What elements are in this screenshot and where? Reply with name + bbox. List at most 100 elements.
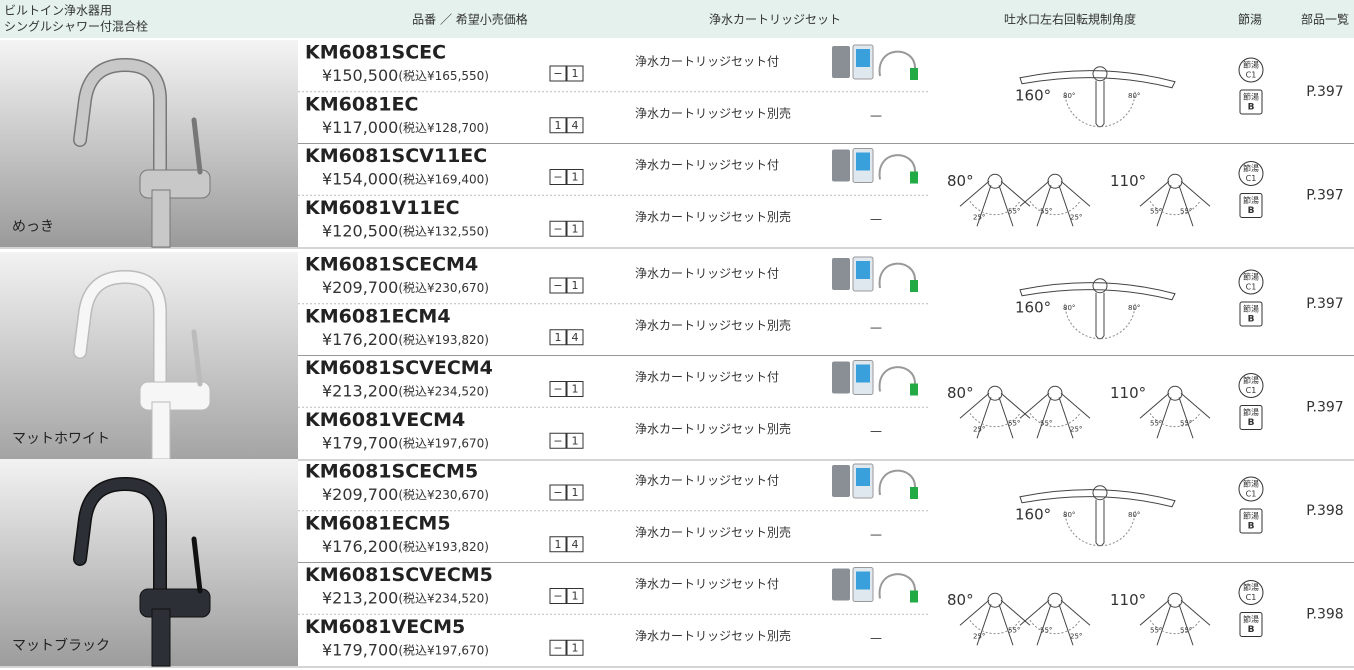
icon-label: 1 bbox=[572, 222, 579, 235]
setsuyu-badge bbox=[1238, 57, 1264, 83]
cartridge-text: 浄水カートリッジセット付 bbox=[635, 474, 779, 488]
angle-spout bbox=[1019, 70, 1176, 89]
angle-pivot bbox=[987, 592, 1003, 608]
angle-arc bbox=[1149, 619, 1201, 635]
price: ¥117,000(税込¥128,700) bbox=[322, 117, 489, 136]
setsuyu-text: B bbox=[1248, 625, 1255, 635]
product-code: KM6081SCECM4 bbox=[305, 254, 478, 276]
angle-label-small: 80° bbox=[1128, 92, 1140, 100]
angle-label: 110° bbox=[1110, 172, 1146, 190]
cartridge-dash: — bbox=[870, 424, 882, 438]
angle-label-small: 55° bbox=[1008, 207, 1020, 215]
cartridge-dash: — bbox=[870, 320, 882, 334]
angle-arm bbox=[1139, 599, 1211, 646]
cartridge-hose bbox=[878, 573, 916, 599]
faucet-lever bbox=[191, 536, 203, 594]
setsuyu-text: C1 bbox=[1246, 386, 1257, 395]
cartridge-tip bbox=[910, 487, 918, 499]
angle-pivot bbox=[1167, 173, 1183, 189]
product-code: KM6081ECM5 bbox=[305, 512, 451, 534]
icon-label: 1 bbox=[572, 383, 579, 396]
icon-label: 4 bbox=[572, 119, 579, 132]
price-tax: (税込¥197,670) bbox=[398, 643, 489, 657]
cartridge-dash: — bbox=[870, 212, 882, 226]
price-value: ¥120,500 bbox=[322, 221, 398, 240]
price-value: ¥179,700 bbox=[322, 433, 398, 452]
cartridge-tip bbox=[910, 590, 918, 603]
angle-arc bbox=[969, 412, 1021, 428]
cartridge-unit bbox=[832, 361, 850, 394]
setsuyu-badge bbox=[1239, 193, 1263, 218]
price-value: ¥176,200 bbox=[322, 329, 398, 348]
angle-arc bbox=[1149, 200, 1201, 216]
icon-label: − bbox=[553, 486, 562, 499]
price-tax: (税込¥197,670) bbox=[398, 436, 489, 450]
setsuyu-text: 節湯 bbox=[1243, 479, 1259, 489]
icon-label: 1 bbox=[572, 171, 579, 184]
setsuyu-badge bbox=[1239, 508, 1263, 534]
product-code: KM6081SCECM5 bbox=[305, 461, 478, 483]
icon-box bbox=[566, 117, 584, 134]
price-tax: (税込¥234,520) bbox=[398, 591, 489, 605]
angle-label-small: 55° bbox=[1180, 207, 1192, 215]
icon-label: − bbox=[553, 279, 562, 292]
cartridge-text: 浄水カートリッジセット別売 bbox=[635, 317, 791, 332]
angle-label: 160° bbox=[1015, 505, 1051, 523]
angle-label-small: 80° bbox=[1128, 304, 1140, 312]
icon-label: 1 bbox=[555, 119, 562, 132]
setsuyu-badge bbox=[1238, 373, 1264, 398]
angle-label-small: 80° bbox=[1063, 511, 1075, 519]
price-tax: (税込¥165,550) bbox=[398, 69, 489, 83]
angle-pivot bbox=[987, 173, 1003, 189]
setsuyu-text: B bbox=[1248, 315, 1255, 325]
price: ¥209,700(税込¥230,670) bbox=[322, 278, 489, 297]
cartridge-screen bbox=[856, 364, 870, 383]
icon-label: 1 bbox=[572, 67, 579, 80]
icon-box bbox=[566, 432, 584, 449]
setsuyu-text: B bbox=[1248, 103, 1255, 113]
setsuyu-text: 節湯 bbox=[1243, 163, 1259, 173]
angle-arc bbox=[1064, 303, 1136, 340]
icon-box bbox=[566, 65, 584, 82]
setsuyu-text: 節湯 bbox=[1243, 614, 1259, 624]
angle-label-small: 80° bbox=[1063, 304, 1075, 312]
price: ¥213,200(税込¥234,520) bbox=[322, 588, 489, 607]
setsuyu-text: 節湯 bbox=[1243, 92, 1259, 102]
page-ref: P.397 bbox=[1306, 399, 1343, 415]
cartridge-unit bbox=[832, 568, 850, 601]
cartridge-screen bbox=[856, 49, 870, 67]
angle-label-small: 55° bbox=[1150, 626, 1162, 634]
setsuyu-text: 節湯 bbox=[1243, 304, 1259, 314]
setsuyu-text: 節湯 bbox=[1243, 272, 1259, 282]
setsuyu-badge bbox=[1238, 580, 1264, 605]
angle-arc bbox=[969, 619, 1021, 635]
faucet-spout bbox=[74, 271, 166, 433]
setsuyu-badge bbox=[1238, 269, 1264, 295]
icon-box bbox=[566, 381, 584, 397]
price: ¥120,500(税込¥132,550) bbox=[322, 221, 489, 240]
angle-stem bbox=[1095, 499, 1105, 547]
setsuyu-text: 節湯 bbox=[1243, 375, 1259, 385]
cartridge-tip bbox=[910, 383, 918, 396]
icon-label: 1 bbox=[572, 279, 579, 292]
angle-label-small: 55° bbox=[1040, 626, 1052, 634]
angle-label-small: 25° bbox=[973, 632, 985, 640]
angle-arc bbox=[1029, 619, 1081, 635]
angle-arc bbox=[1149, 412, 1201, 428]
cartridge-dash: — bbox=[870, 527, 882, 541]
setsuyu-text: 節湯 bbox=[1243, 195, 1259, 205]
header-band bbox=[0, 0, 1354, 38]
angle-label-small: 25° bbox=[1070, 425, 1082, 433]
icon-label: − bbox=[553, 383, 562, 396]
price: ¥150,500(税込¥165,550) bbox=[322, 66, 489, 85]
icon-label: − bbox=[553, 67, 562, 80]
finish-label: マットホワイト bbox=[12, 431, 110, 447]
setsuyu-text: B bbox=[1248, 418, 1255, 428]
price: ¥209,700(税込¥230,670) bbox=[322, 485, 489, 504]
angle-label-small: 55° bbox=[1150, 419, 1162, 427]
setsuyu-text: 節湯 bbox=[1243, 60, 1259, 70]
angle-pivot bbox=[1167, 385, 1183, 401]
icon-box bbox=[549, 639, 567, 656]
setsuyu-badge bbox=[1238, 161, 1264, 186]
page-ref: P.397 bbox=[1306, 296, 1343, 312]
